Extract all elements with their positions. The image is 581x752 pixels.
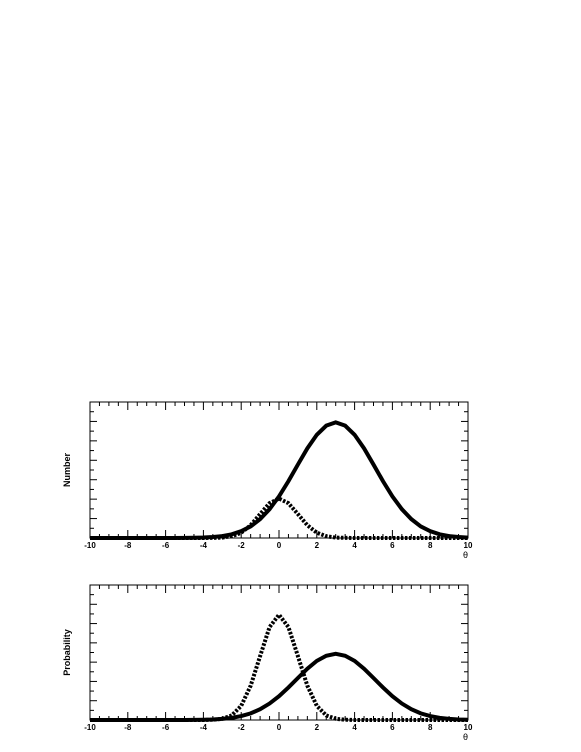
x-tick-label: 10 [464,541,473,550]
y-axis-label: Number [62,453,72,488]
data-line [90,651,469,722]
x-axis-label: θ [463,732,468,742]
x-tick-label: 6 [390,723,395,732]
x-tick-label: -8 [124,541,132,550]
x-tick-label: -10 [84,541,96,550]
x-tick-label: -2 [238,541,246,550]
x-tick-label: 4 [352,541,357,550]
x-tick-label: 8 [428,541,433,550]
x-tick-label: 8 [428,723,433,732]
x-tick-label: -6 [162,723,170,732]
x-tick-label: 2 [315,723,320,732]
x-tick-label: 2 [315,541,320,550]
x-tick-label: -10 [84,723,96,732]
x-tick-label: 10 [464,723,473,732]
x-tick-label: -4 [200,723,208,732]
data-line [90,496,468,540]
x-tick-label: 4 [352,723,357,732]
x-tick-label: -4 [200,541,208,550]
x-tick-label: 0 [277,541,282,550]
x-tick-label: 6 [390,541,395,550]
x-axis-label: θ [463,550,468,560]
data-line [90,611,468,722]
x-tick-label: 0 [277,723,282,732]
x-tick-label: -2 [238,723,246,732]
data-line [90,420,469,540]
x-tick-label: -8 [124,723,132,732]
plot-frame [89,584,469,721]
y-axis-label: Probability [62,629,72,676]
x-tick-label: -6 [162,541,170,550]
